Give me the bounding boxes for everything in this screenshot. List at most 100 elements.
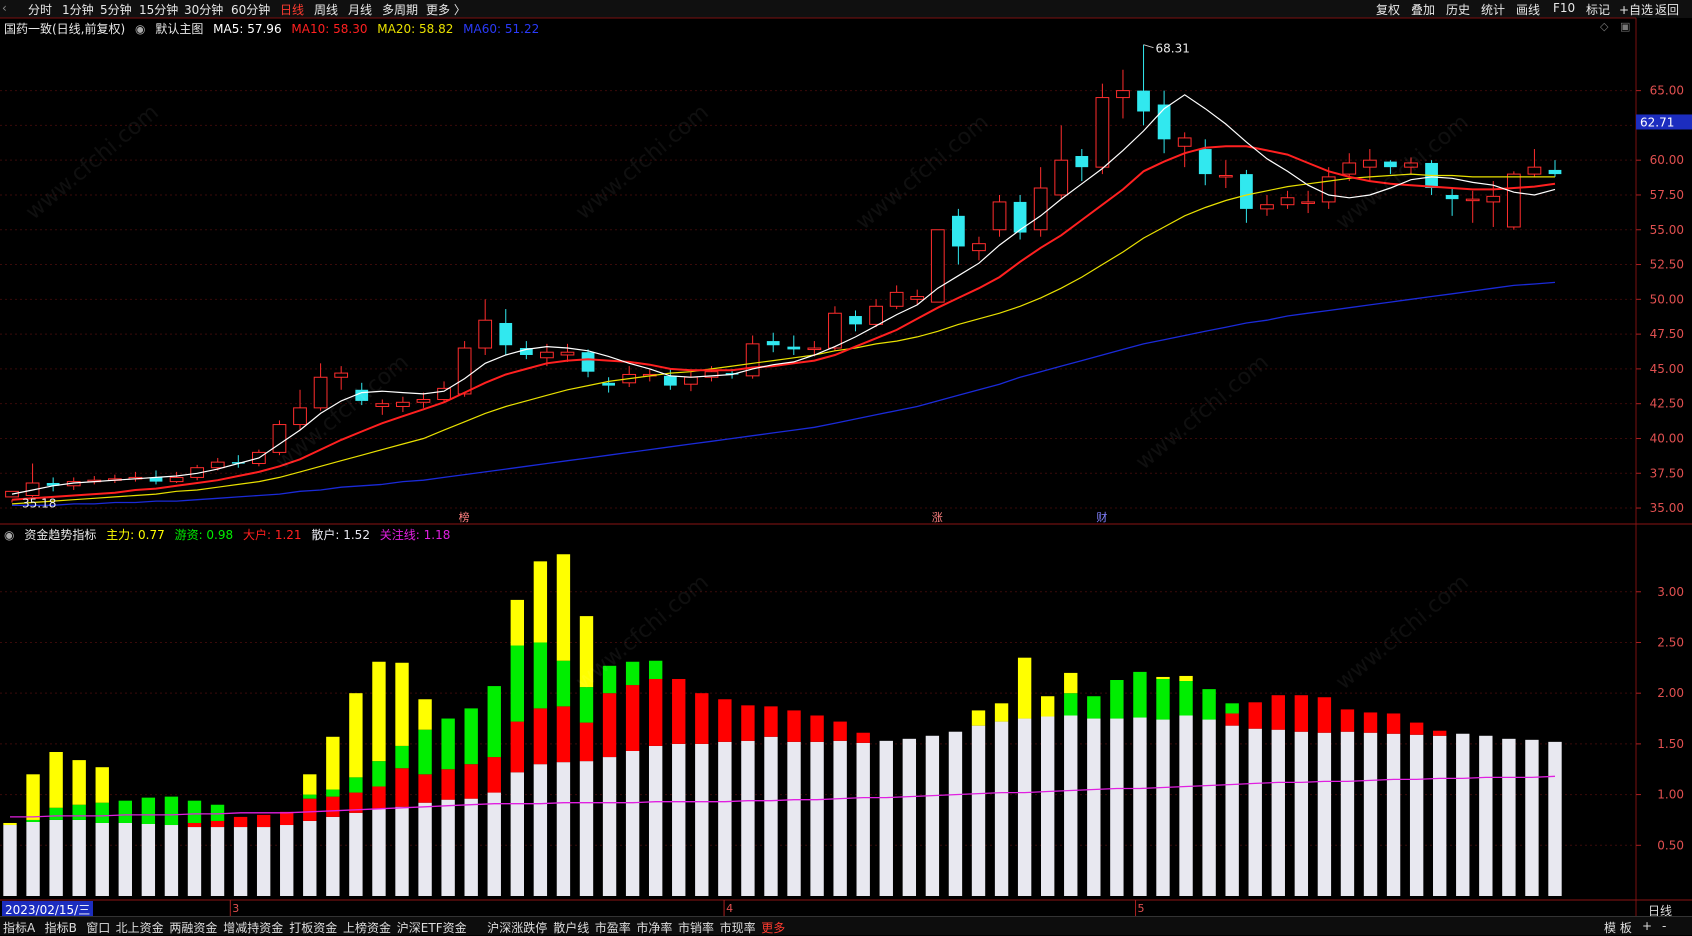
indicator-bar-zhuli <box>1156 676 1170 679</box>
candle-body <box>1506 173 1521 228</box>
back-arrow-icon[interactable]: ‹ <box>2 1 7 15</box>
indicator-bar-zhuli <box>510 599 525 646</box>
indicator-bar-sanhu <box>1502 738 1516 896</box>
period-tab-3[interactable]: 15分钟 <box>139 3 179 17</box>
period-tab-7[interactable]: 周线 <box>314 3 339 17</box>
indicator-bar-youzi <box>1156 678 1170 720</box>
indicator-bar-sanhu <box>1017 718 1032 896</box>
indicator-tab-7[interactable]: 上榜资金 <box>343 921 392 935</box>
template-control-1[interactable]: + <box>1642 919 1653 933</box>
period-tab-4[interactable]: 30分钟 <box>184 3 224 17</box>
indicator-legend: ◉ 资金趋势指标 主力: 0.77 游资: 0.98 大户: 1.21 散户: … <box>4 526 456 543</box>
indicator-bar-youzi <box>72 804 86 820</box>
indicator-bar-youzi <box>510 645 525 722</box>
candle-body <box>1404 162 1418 168</box>
panel-diamond-icon[interactable]: ◇ <box>1600 20 1609 33</box>
template-control-0[interactable]: 模 板 <box>1604 921 1632 935</box>
month-label: 5 <box>1138 902 1145 915</box>
indicator-settings-icon[interactable]: ◉ <box>4 528 15 542</box>
tool-button-0[interactable]: 复权 <box>1376 3 1401 17</box>
candle-body <box>1116 90 1130 99</box>
panel-layout-icon[interactable]: ▣ <box>1620 20 1631 33</box>
indicator-bar-youzi <box>579 687 594 723</box>
candle-body <box>457 347 472 395</box>
indicator-bar-zhuli <box>1017 657 1032 719</box>
indicator-tab-8[interactable]: 沪深ETF资金 <box>396 921 467 935</box>
indicator-bar-sanhu <box>118 822 132 896</box>
period-tab-2[interactable]: 5分钟 <box>100 3 132 17</box>
candle-body <box>889 291 904 307</box>
tool-button-7[interactable]: +自选 <box>1619 3 1654 17</box>
tool-button-5[interactable]: F10 <box>1553 1 1576 15</box>
current-price-tag <box>1636 114 1692 130</box>
indicator-bar-zhuli <box>1179 675 1193 682</box>
indicator-bar-dahu <box>1317 697 1332 733</box>
indicator-name[interactable]: 资金趋势指标 <box>24 528 97 542</box>
indicator-tab-9[interactable]: 沪深涨跌停 <box>487 921 548 935</box>
period-tab-1[interactable]: 1分钟 <box>62 3 94 17</box>
candle-body <box>313 376 328 409</box>
indicator-tab-1[interactable]: 指标B <box>44 921 77 935</box>
tool-button-1[interactable]: 叠加 <box>1411 3 1436 17</box>
indicator-tab-5[interactable]: 增减持资金 <box>223 921 284 935</box>
tool-button-3[interactable]: 统计 <box>1481 3 1506 17</box>
indicator-bar-zhuli <box>95 767 109 803</box>
indicator-bar-sanhu <box>672 743 686 896</box>
indicator-tab-15[interactable]: 更多 <box>761 921 786 935</box>
indicator-tab-6[interactable]: 打板资金 <box>289 921 338 935</box>
indicator-bar-sanhu <box>464 798 478 896</box>
indicator-bar-sanhu <box>1456 733 1470 896</box>
indicator-bar-dahu <box>672 678 686 744</box>
candle-body <box>231 462 245 464</box>
price-tick-label: 60.00 <box>1650 153 1684 167</box>
tool-button-6[interactable]: 标记 <box>1586 3 1611 17</box>
indicator-tab-2[interactable]: 窗口 <box>86 921 111 935</box>
indicator-tab-4[interactable]: 两融资金 <box>169 921 218 935</box>
template-control-2[interactable]: - <box>1662 919 1667 933</box>
indicator-tab-12[interactable]: 市净率 <box>636 921 673 935</box>
indicator-bar-sanhu <box>1202 719 1216 896</box>
chart-settings-icon[interactable]: ◉ <box>135 22 146 36</box>
period-tab-10[interactable]: 更多 〉 <box>426 3 466 17</box>
period-tab-8[interactable]: 月线 <box>348 3 373 17</box>
candle-body <box>1445 194 1459 200</box>
candle-body <box>581 352 595 372</box>
indicator-bar-dahu <box>441 769 455 800</box>
indicator-tab-3[interactable]: 北上资金 <box>115 921 164 935</box>
indicator-tab-10[interactable]: 散户线 <box>553 921 590 935</box>
period-tab-9[interactable]: 多周期 <box>382 3 419 17</box>
tool-button-2[interactable]: 历史 <box>1446 3 1471 17</box>
indicator-bar-dahu <box>695 693 709 744</box>
main-chart-legend: 国药一致(日线,前复权) ◉ 默认主图 MA5: 57.96 MA10: 58.… <box>4 20 545 37</box>
indicator-bar-dahu <box>395 768 409 807</box>
indicator-bar-dahu <box>1225 713 1239 726</box>
indicator-bar-youzi <box>1064 693 1078 716</box>
indicator-tab-14[interactable]: 市现率 <box>719 921 756 935</box>
period-tab-0[interactable]: 分时 <box>28 3 53 17</box>
candle-body <box>396 401 410 407</box>
period-tab-6[interactable]: 日线 <box>280 3 305 17</box>
indicator-bar-sanhu <box>925 735 940 896</box>
sanhu-value: 散户: 1.52 <box>311 528 370 542</box>
indicator-bar-sanhu <box>349 812 363 896</box>
price-tick-label: 40.00 <box>1650 431 1684 445</box>
indicator-bar-sanhu <box>303 820 317 896</box>
tool-button-8[interactable]: 返回 <box>1655 3 1680 17</box>
indicator-tab-13[interactable]: 市销率 <box>678 921 715 935</box>
indicator-tab-0[interactable]: 指标A <box>3 921 36 935</box>
indicator-bar-zhuli <box>349 693 363 778</box>
indicator-bar-sanhu <box>256 827 271 896</box>
zhuli-value: 主力: 0.77 <box>106 528 165 542</box>
indicator-bar-sanhu <box>372 808 386 896</box>
indicator-tab-11[interactable]: 市盈率 <box>594 921 631 935</box>
indicator-bar-sanhu <box>1363 732 1378 896</box>
candle-body <box>437 387 451 401</box>
period-tab-5[interactable]: 60分钟 <box>231 3 271 17</box>
tool-button-4[interactable]: 画线 <box>1516 3 1541 17</box>
candle-body <box>745 343 760 377</box>
indicator-bar-sanhu <box>833 740 847 896</box>
indicator-bar-sanhu <box>1133 717 1147 896</box>
indicator-bar-zhuli <box>326 736 340 790</box>
chart-name[interactable]: 默认主图 <box>155 22 204 36</box>
